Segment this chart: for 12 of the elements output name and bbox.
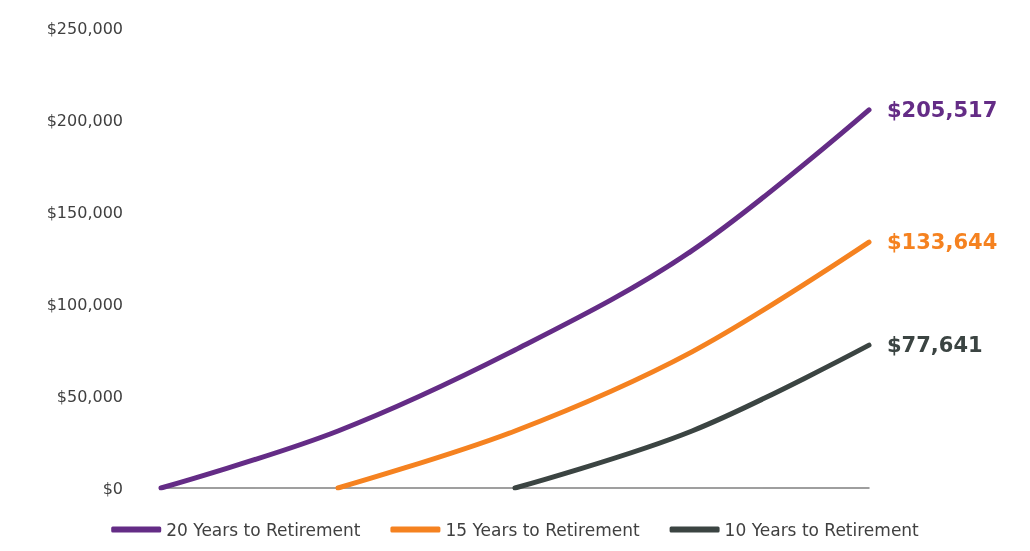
legend-label: 15 Years to Retirement xyxy=(445,519,640,540)
y-tick-label: $50,000 xyxy=(56,386,123,406)
y-tick-label: $250,000 xyxy=(46,18,123,38)
y-tick-label: $0 xyxy=(102,478,123,498)
data-label: $133,644 xyxy=(887,230,998,255)
legend-label: 20 Years to Retirement xyxy=(166,519,361,540)
y-tick-label: $100,000 xyxy=(46,294,123,314)
data-label: $205,517 xyxy=(887,97,998,122)
y-tick-label: $150,000 xyxy=(46,202,123,222)
legend-label: 10 Years to Retirement xyxy=(724,519,920,540)
data-label: $77,641 xyxy=(887,333,983,358)
y-tick-label: $200,000 xyxy=(46,110,123,130)
